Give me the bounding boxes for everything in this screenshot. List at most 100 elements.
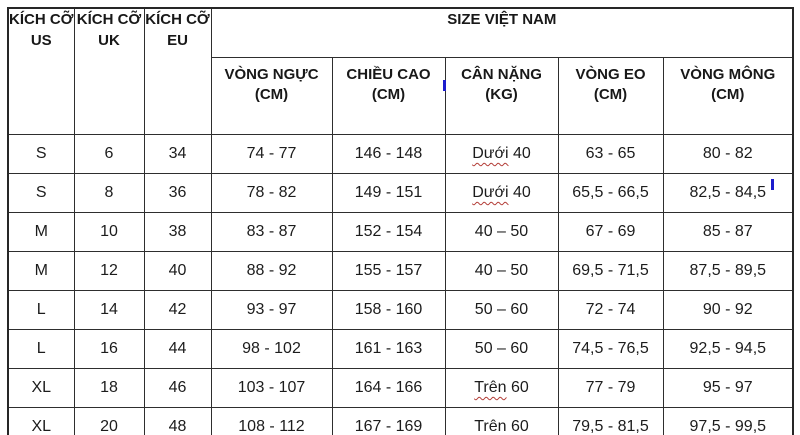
table-cell: 95 - 97 [662,368,794,408]
table-cell: 38 [143,212,212,252]
header-row-top: KÍCH CỠ US KÍCH CỠ UK KÍCH CỠ EU SIZE VI… [7,7,794,135]
table-cell: 67 - 69 [557,212,664,252]
table-row: M 12 40 88 - 92 155 - 157 40 – 50 69,5 - 71,5 8… [7,251,794,291]
column-header-label: CHIỀU CAO [346,66,431,83]
table-cell: 79,5 - 81,5 [557,407,664,435]
header-row-sub: VÒNG NGỰC (CM) CHIỀU CAO (CM) CÂN NẶNG (… [8,57,794,135]
column-header-label: VÒNG MÔNG [680,66,776,83]
table-cell: 65,5 - 66,5 [557,173,664,213]
table-cell: L [7,329,75,369]
table-cell: L [7,290,75,330]
table-cell: 8 [73,173,145,213]
table-cell: 149 - 151 [331,173,446,213]
table-cell: 63 - 65 [557,134,664,174]
column-header-weight: CÂN NẶNG (KG) [444,57,559,135]
table-cell: 50 – 60 [444,290,559,330]
table-cell: XL [7,368,75,408]
table-cell: 18 [73,368,145,408]
table-cell: 77 - 79 [557,368,664,408]
table-cell: 42 [143,290,212,330]
table-cell: 6 [73,134,145,174]
table-cell: 14 [73,290,145,330]
table-cell: 90 - 92 [662,290,794,330]
misspelled-word: Dưới [472,145,509,162]
table-row: S 8 36 78 - 82 149 - 151 Dưới 40 65,5 - 66,5 82… [7,173,794,213]
column-header-unit: (CM) [711,86,745,103]
table-cell: 10 [73,212,145,252]
table-cell: 164 - 166 [331,368,446,408]
table-cell: 88 - 92 [210,251,333,291]
table-cell: M [7,212,75,252]
column-header-unit: (CM) [371,86,406,103]
table-cell: 40 [143,251,212,291]
table-cell: XL [7,407,75,435]
table-cell: Dưới 40 [444,134,559,174]
column-header-uk-size: KÍCH CỠ UK [73,7,145,135]
table-cell: 48 [143,407,212,435]
table-cell: 152 - 154 [331,212,446,252]
table-cell: 20 [73,407,145,435]
column-header-label: CÂN NẶNG [461,66,542,83]
column-header-unit: (KG) [485,86,518,103]
table-row: XL 18 46 103 - 107 164 - 166 Trên 60 77 - 79 95… [7,368,794,408]
column-header-eu-size: KÍCH CỠ EU [143,7,212,135]
column-header-bust: VÒNG NGỰC (CM) [210,57,333,135]
table-cell: 93 - 97 [210,290,333,330]
table-cell: 158 - 160 [331,290,446,330]
table-cell: Dưới 40 [444,173,559,213]
table-cell: 74,5 - 76,5 [557,329,664,369]
misspelled-word: Dưới [472,184,509,201]
table-row: S 6 34 74 - 77 146 - 148 Dưới 40 63 - 65 80 - 8… [7,134,794,174]
table-cell: 87,5 - 89,5 [662,251,794,291]
table-cell: 98 - 102 [210,329,333,369]
table-cell: M [7,251,75,291]
misspelled-word: Trên [474,379,507,396]
table-cell: 46 [143,368,212,408]
table-cell: 12 [73,251,145,291]
column-header-height: CHIỀU CAO (CM) [331,57,446,135]
column-group-header-vietnam-size: SIZE VIỆT NAM [210,7,794,58]
table-cell: 16 [73,329,145,369]
table-cell: S [7,173,75,213]
table-cell: 97,5 - 99,5 [662,407,794,435]
column-header-us-size: KÍCH CỠ US [7,7,75,135]
column-header-hips: VÒNG MÔNG (CM) [662,57,794,135]
table-cell: 40 – 50 [444,212,559,252]
column-header-waist: VÒNG EO (CM) [557,57,664,135]
table-cell: 83 - 87 [210,212,333,252]
table-cell: 36 [143,173,212,213]
table-cell: 78 - 82 [210,173,333,213]
table-cell: 69,5 - 71,5 [557,251,664,291]
table-cell: 40 – 50 [444,251,559,291]
table-cell: 85 - 87 [662,212,794,252]
table-cell: 34 [143,134,212,174]
table-row: M 10 38 83 - 87 152 - 154 40 – 50 67 - 69 85 - … [7,212,794,252]
column-header-label: VÒNG EO [575,66,646,83]
table-cell: 50 – 60 [444,329,559,369]
table-cell: 44 [143,329,212,369]
text-cursor-mark [771,179,774,190]
table-cell: 92,5 - 94,5 [662,329,794,369]
table-cell: 161 - 163 [331,329,446,369]
misspelled-word: Trên [474,418,507,435]
size-chart-table: KÍCH CỠ US KÍCH CỠ UK KÍCH CỠ EU SIZE VI… [7,7,795,435]
table-cell: 108 - 112 [210,407,333,435]
table-cell: 80 - 82 [662,134,794,174]
table-row: L 16 44 98 - 102 161 - 163 50 – 60 74,5 - 76,5… [7,329,794,369]
table-cell: 155 - 157 [331,251,446,291]
column-header-label: VÒNG NGỰC [224,66,319,83]
table-row: XL 20 48 108 - 112 167 - 169 Trên 60 79,5 - 81… [7,407,794,435]
column-header-unit: (CM) [254,86,289,103]
column-header-unit: (CM) [593,86,628,103]
table-cell: 74 - 77 [210,134,333,174]
table-row: L 14 42 93 - 97 158 - 160 50 – 60 72 - 74 90 - … [7,290,794,330]
table-cell: 72 - 74 [557,290,664,330]
text-cursor-mark [443,80,446,91]
table-cell: 103 - 107 [210,368,333,408]
table-cell: S [7,134,75,174]
table-cell: Trên 60 [444,368,559,408]
table-cell: 167 - 169 [331,407,446,435]
table-cell: Trên 60 [444,407,559,435]
size-table-body: S 6 34 74 - 77 146 - 148 Dưới 40 63 - 65 80 - 8… [7,134,794,435]
